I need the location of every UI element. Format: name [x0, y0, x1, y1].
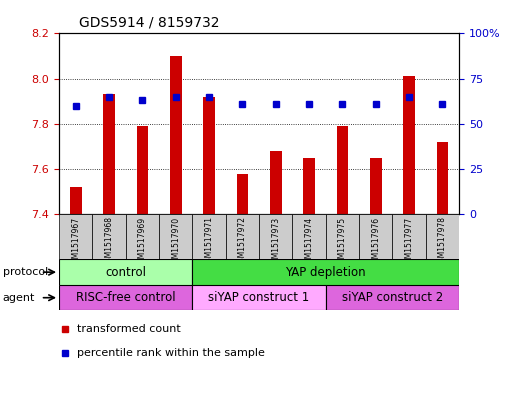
- Bar: [103, 94, 115, 214]
- Text: GSM1517973: GSM1517973: [271, 217, 280, 268]
- Bar: [192, 214, 226, 259]
- Text: transformed count: transformed count: [77, 324, 181, 334]
- Text: GDS5914 / 8159732: GDS5914 / 8159732: [79, 15, 220, 29]
- Text: GSM1517976: GSM1517976: [371, 217, 380, 268]
- Text: protocol: protocol: [3, 267, 48, 277]
- Text: GSM1517974: GSM1517974: [305, 217, 313, 268]
- Text: siYAP construct 1: siYAP construct 1: [208, 291, 310, 304]
- Bar: [126, 214, 159, 259]
- Bar: [403, 76, 415, 214]
- Bar: [392, 214, 426, 259]
- Bar: [337, 126, 348, 214]
- Text: GSM1517975: GSM1517975: [338, 217, 347, 268]
- Text: GSM1517970: GSM1517970: [171, 217, 180, 268]
- Bar: [236, 174, 248, 214]
- Text: GSM1517977: GSM1517977: [405, 217, 413, 268]
- Bar: [326, 214, 359, 259]
- Bar: [270, 151, 282, 214]
- Bar: [303, 158, 315, 214]
- Bar: [426, 214, 459, 259]
- Bar: [437, 142, 448, 214]
- Text: GSM1517968: GSM1517968: [105, 217, 113, 268]
- Bar: [159, 214, 192, 259]
- Bar: [136, 126, 148, 214]
- Bar: [192, 285, 326, 310]
- Text: percentile rank within the sample: percentile rank within the sample: [77, 348, 265, 358]
- Text: YAP depletion: YAP depletion: [285, 266, 366, 279]
- Text: control: control: [105, 266, 146, 279]
- Text: GSM1517978: GSM1517978: [438, 217, 447, 268]
- Text: GSM1517967: GSM1517967: [71, 217, 80, 268]
- Bar: [59, 285, 192, 310]
- Text: GSM1517969: GSM1517969: [138, 217, 147, 268]
- Bar: [326, 285, 459, 310]
- Bar: [59, 259, 192, 285]
- Text: GSM1517971: GSM1517971: [205, 217, 213, 268]
- Text: GSM1517972: GSM1517972: [238, 217, 247, 268]
- Bar: [70, 187, 82, 214]
- Bar: [170, 56, 182, 214]
- Bar: [370, 158, 382, 214]
- Bar: [59, 214, 92, 259]
- Bar: [259, 214, 292, 259]
- Bar: [292, 214, 326, 259]
- Text: RISC-free control: RISC-free control: [76, 291, 175, 304]
- Text: siYAP construct 2: siYAP construct 2: [342, 291, 443, 304]
- Bar: [192, 259, 459, 285]
- Bar: [203, 97, 215, 214]
- Bar: [359, 214, 392, 259]
- Bar: [92, 214, 126, 259]
- Bar: [226, 214, 259, 259]
- Text: agent: agent: [3, 293, 35, 303]
